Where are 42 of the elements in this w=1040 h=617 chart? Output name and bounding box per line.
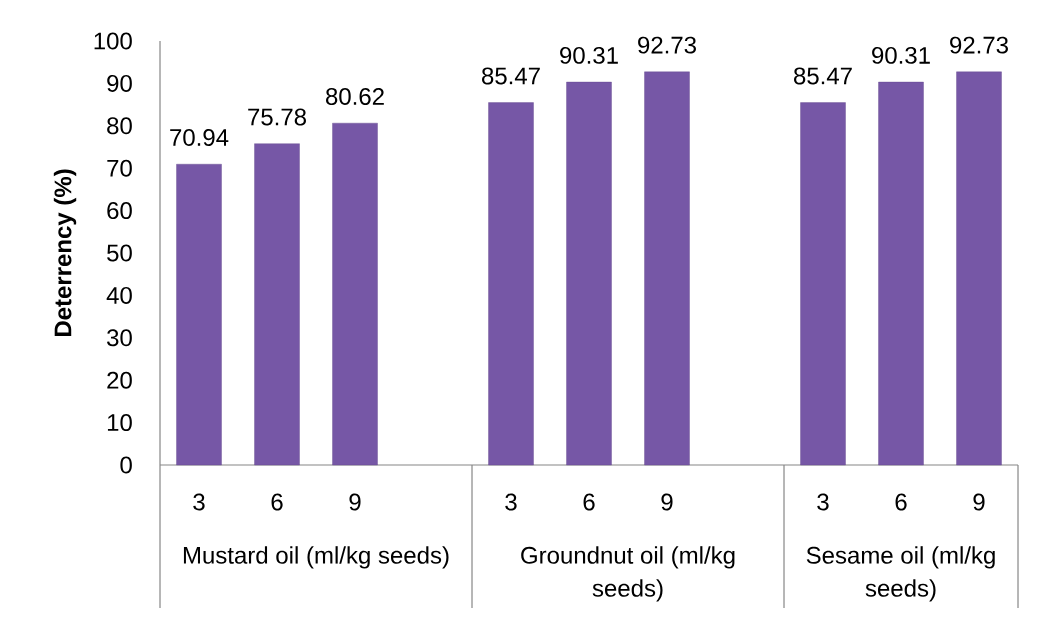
y-tick-label: 60 <box>107 202 132 220</box>
bar <box>878 81 924 466</box>
y-tick-label: 80 <box>107 117 132 135</box>
text: Sesame oil (ml/kg seeds) <box>806 546 995 602</box>
data-label: 90.31 <box>560 46 618 64</box>
data-label: 75.78 <box>248 108 306 126</box>
x-tick-label: 6 <box>271 493 283 511</box>
data-label: 92.73 <box>638 36 696 54</box>
y-tick-label: 0 <box>120 456 132 474</box>
x-tick-label: 3 <box>505 493 517 511</box>
x-tick-label: 6 <box>895 493 907 511</box>
y-tick-label: 10 <box>107 414 132 432</box>
bar <box>254 143 300 466</box>
x-tick-label: 9 <box>973 493 985 511</box>
bar <box>176 164 222 466</box>
x-tick-label: 9 <box>661 493 673 511</box>
bar <box>566 81 612 466</box>
y-tick-label: 40 <box>106 286 132 304</box>
y-tick-label: 90 <box>107 74 132 92</box>
text: Mustard oil (ml/kg seeds) <box>183 546 449 569</box>
bar <box>644 71 690 466</box>
y-tick-label: 20 <box>107 371 132 389</box>
y-tick-label: 100 <box>94 32 132 50</box>
y-tick-label: 30 <box>107 329 132 347</box>
y-axis-title: Deterrency (%) <box>53 169 77 337</box>
text: Groundnut oil (ml/kg seeds) <box>521 546 735 602</box>
bar <box>956 71 1002 466</box>
y-tick-label: 50 <box>107 244 132 262</box>
data-label: 70.94 <box>170 129 229 146</box>
bar <box>488 102 534 466</box>
data-label: 90.31 <box>872 46 930 64</box>
data-label: 85.47 <box>794 67 852 85</box>
x-tick-label: 3 <box>193 493 205 511</box>
x-tick-label: 6 <box>583 493 595 511</box>
bar <box>332 122 378 466</box>
data-label: 85.47 <box>482 67 540 85</box>
bar <box>800 102 846 466</box>
data-label: 80.62 <box>326 87 384 105</box>
x-tick-label: 9 <box>349 493 361 511</box>
x-tick-label: 3 <box>817 493 829 511</box>
data-label: 92.73 <box>950 36 1008 54</box>
y-tick-label: 70 <box>107 159 132 177</box>
